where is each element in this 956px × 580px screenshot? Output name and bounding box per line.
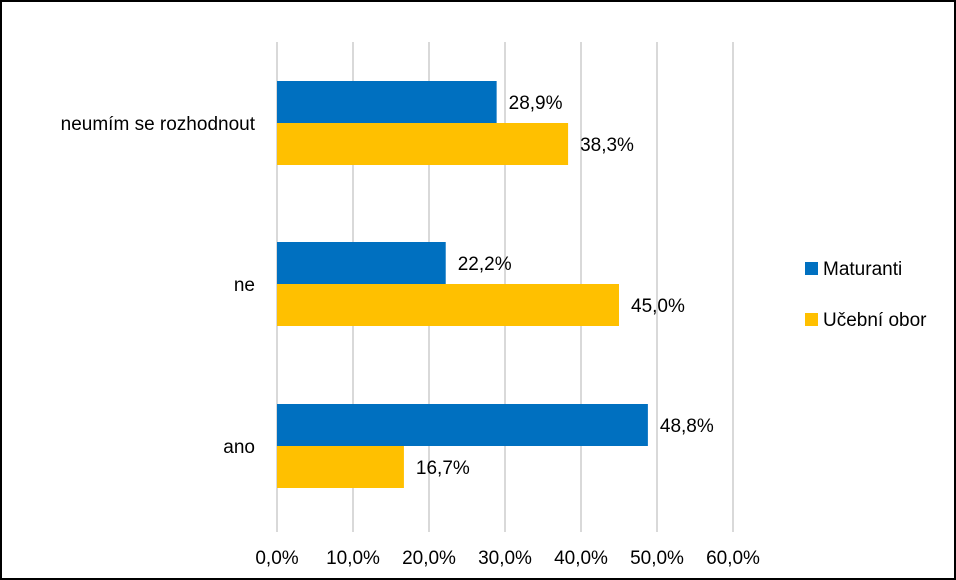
x-tick-label-1: 10,0%: [326, 548, 380, 569]
category-label-1: ne: [234, 275, 255, 296]
bar-ucebni-obor-1: [277, 284, 619, 326]
bar-ucebni-obor-0: [277, 123, 569, 165]
x-tick-label-2: 20,0%: [402, 548, 456, 569]
bar-maturanti-2: [277, 404, 648, 446]
x-tick-label-6: 60,0%: [706, 548, 760, 569]
legend-swatch-ucebni-obor: [805, 313, 818, 326]
bar-maturanti-1: [277, 242, 446, 284]
category-label-2: ano: [223, 437, 255, 458]
data-label-maturanti-2: 48,8%: [660, 416, 714, 437]
legend-label-maturanti: Maturanti: [823, 259, 902, 280]
legend: Maturanti Učební obor: [805, 259, 927, 331]
x-tick-label-3: 30,0%: [478, 548, 532, 569]
x-axis-tick-labels: 0,0% 10,0% 20,0% 30,0% 40,0% 50,0% 60,0%: [255, 548, 760, 569]
legend-swatch-maturanti: [805, 262, 818, 275]
x-tick-label-0: 0,0%: [255, 548, 298, 569]
data-label-maturanti-1: 22,2%: [458, 254, 512, 275]
data-label-ucebni-obor-1: 45,0%: [631, 296, 685, 317]
data-label-ucebni-obor-0: 38,3%: [580, 135, 634, 156]
bar-ucebni-obor-2: [277, 446, 404, 488]
bars: [277, 81, 648, 488]
legend-label-ucebni-obor: Učební obor: [823, 310, 927, 331]
bar-maturanti-0: [277, 81, 497, 123]
category-label-0: neumím se rozhodnout: [61, 114, 256, 135]
data-labels: 28,9% 38,3% 22,2% 45,0% 48,8% 16,7%: [416, 93, 714, 479]
data-label-maturanti-0: 28,9%: [509, 93, 563, 114]
x-tick-label-5: 50,0%: [630, 548, 684, 569]
data-label-ucebni-obor-2: 16,7%: [416, 458, 470, 479]
x-tick-label-4: 40,0%: [554, 548, 608, 569]
category-labels: neumím se rozhodnout ne ano: [61, 114, 256, 458]
